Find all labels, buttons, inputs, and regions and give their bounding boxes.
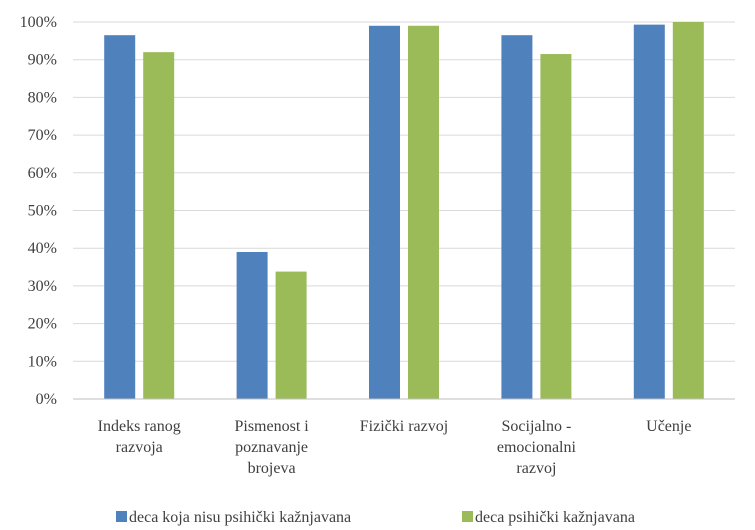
x-category-label: Učenje bbox=[646, 418, 691, 435]
x-category-label-line: emocionalni bbox=[497, 439, 577, 456]
y-tick-label: 80% bbox=[28, 89, 57, 106]
x-axis-category-labels: Indeks ranog razvoja Pismenost i poznavanje… bbox=[98, 418, 692, 477]
x-category-label-line: Socijalno - bbox=[502, 418, 572, 435]
y-tick-label: 60% bbox=[28, 165, 57, 182]
bar bbox=[275, 271, 307, 399]
x-category-label: Socijalno - emocionalni razvoj bbox=[497, 418, 577, 477]
y-tick-label: 0% bbox=[36, 391, 57, 408]
x-category-label-line: brojeva bbox=[248, 460, 296, 477]
x-category-label-line: poznavanje bbox=[235, 439, 308, 456]
legend-label: deca psihički kažnjavana bbox=[475, 509, 635, 526]
bar bbox=[143, 52, 175, 399]
legend-swatch bbox=[116, 511, 127, 522]
bar bbox=[501, 35, 533, 399]
y-axis-tick-labels: 0% 10% 20% 30% 40% 50% 60% 70% 80% 90% 100% bbox=[20, 14, 57, 408]
y-tick-label: 10% bbox=[28, 353, 57, 370]
x-category-label-line: Učenje bbox=[646, 418, 691, 435]
x-category-label-line: razvoj bbox=[516, 460, 556, 477]
x-category-label: Indeks ranog razvoja bbox=[98, 418, 181, 456]
x-category-label-line: Pismenost i bbox=[234, 418, 309, 435]
y-tick-label: 100% bbox=[20, 14, 57, 31]
x-category-label: Fizički razvoj bbox=[360, 418, 448, 435]
x-category-label-line: razvoja bbox=[116, 439, 163, 456]
x-category-label: Pismenost i poznavanje brojeva bbox=[234, 418, 309, 477]
bars bbox=[104, 22, 704, 400]
legend-swatch bbox=[462, 511, 473, 522]
gridlines bbox=[73, 21, 735, 362]
legend-label: deca koja nisu psihički kažnjavana bbox=[129, 509, 351, 526]
bar bbox=[633, 24, 665, 399]
y-tick-label: 40% bbox=[28, 240, 57, 257]
bar bbox=[104, 35, 136, 399]
x-category-label-line: Indeks ranog bbox=[98, 418, 181, 435]
x-category-label-line: Fizički razvoj bbox=[360, 418, 448, 435]
y-tick-label: 30% bbox=[28, 278, 57, 295]
legend: deca koja nisu psihički kažnjavana deca p… bbox=[116, 509, 635, 526]
bar bbox=[236, 251, 268, 399]
bar bbox=[369, 25, 400, 400]
bar bbox=[540, 54, 572, 400]
y-tick-label: 70% bbox=[28, 127, 57, 144]
bar bbox=[672, 22, 704, 399]
y-tick-label: 20% bbox=[28, 316, 57, 333]
bar bbox=[408, 25, 439, 400]
y-tick-label: 90% bbox=[28, 52, 57, 69]
y-tick-label: 50% bbox=[28, 203, 57, 220]
